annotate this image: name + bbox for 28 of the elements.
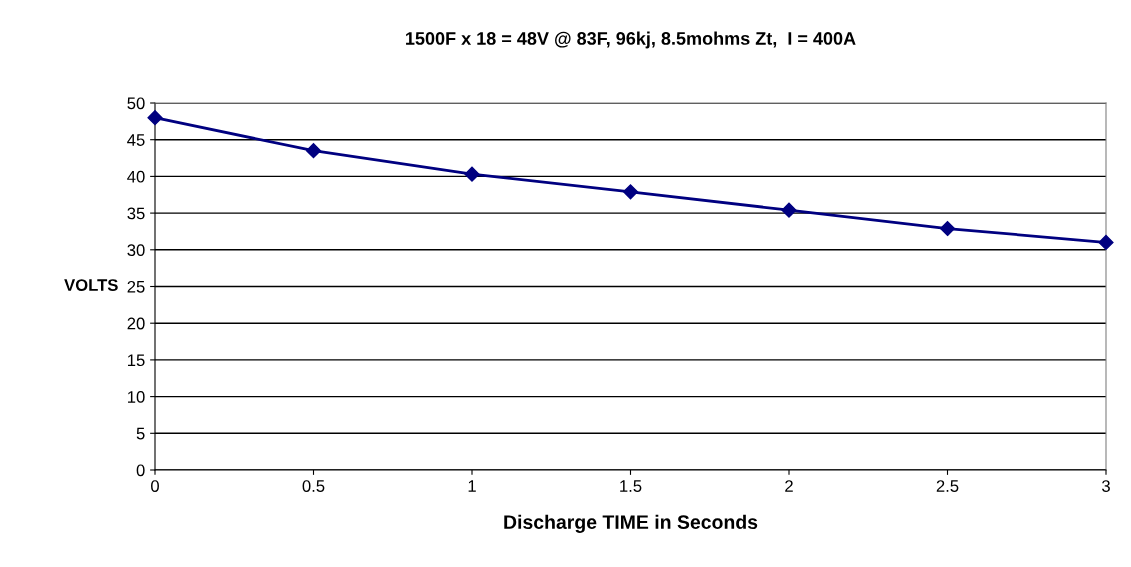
- x-tick-label: 2.5: [936, 480, 959, 492]
- y-tick-label: 25: [127, 280, 145, 293]
- y-tick-label: 45: [127, 134, 145, 146]
- x-tick-label: 0.5: [302, 480, 325, 492]
- point: [305, 143, 322, 159]
- y-tick-label: 50: [127, 97, 145, 110]
- x-axis-title: Discharge TIME in Seconds: [504, 514, 758, 533]
- y-tick-label: 30: [127, 244, 145, 256]
- y-tick-label: 10: [128, 391, 145, 403]
- x-tick-label: 1: [468, 480, 476, 492]
- y-tick-label: 15: [128, 354, 145, 367]
- x-tick-label: 1.5: [620, 480, 642, 492]
- point: [939, 220, 956, 237]
- point: [147, 110, 163, 126]
- y-tick-label: 20: [127, 317, 145, 330]
- y-tick-label: 40: [127, 170, 145, 183]
- y-tick-label: 0: [136, 464, 145, 477]
- point: [781, 202, 797, 218]
- point: [464, 166, 480, 182]
- x-tick-label: 2: [785, 480, 793, 492]
- x-tick-label: 3: [1102, 480, 1110, 492]
- point: [1098, 234, 1114, 251]
- y-tick-label: 35: [127, 207, 145, 220]
- x-tick-label: 0: [151, 480, 159, 492]
- chart-title: 1500F x 18 = 48V @ 83F, 96kj, 8.5mohms Zt, I = 400A: [406, 31, 856, 49]
- y-axis-title: VOLTS: [64, 279, 118, 291]
- y-tick-label: 5: [136, 427, 145, 440]
- point: [622, 184, 639, 200]
